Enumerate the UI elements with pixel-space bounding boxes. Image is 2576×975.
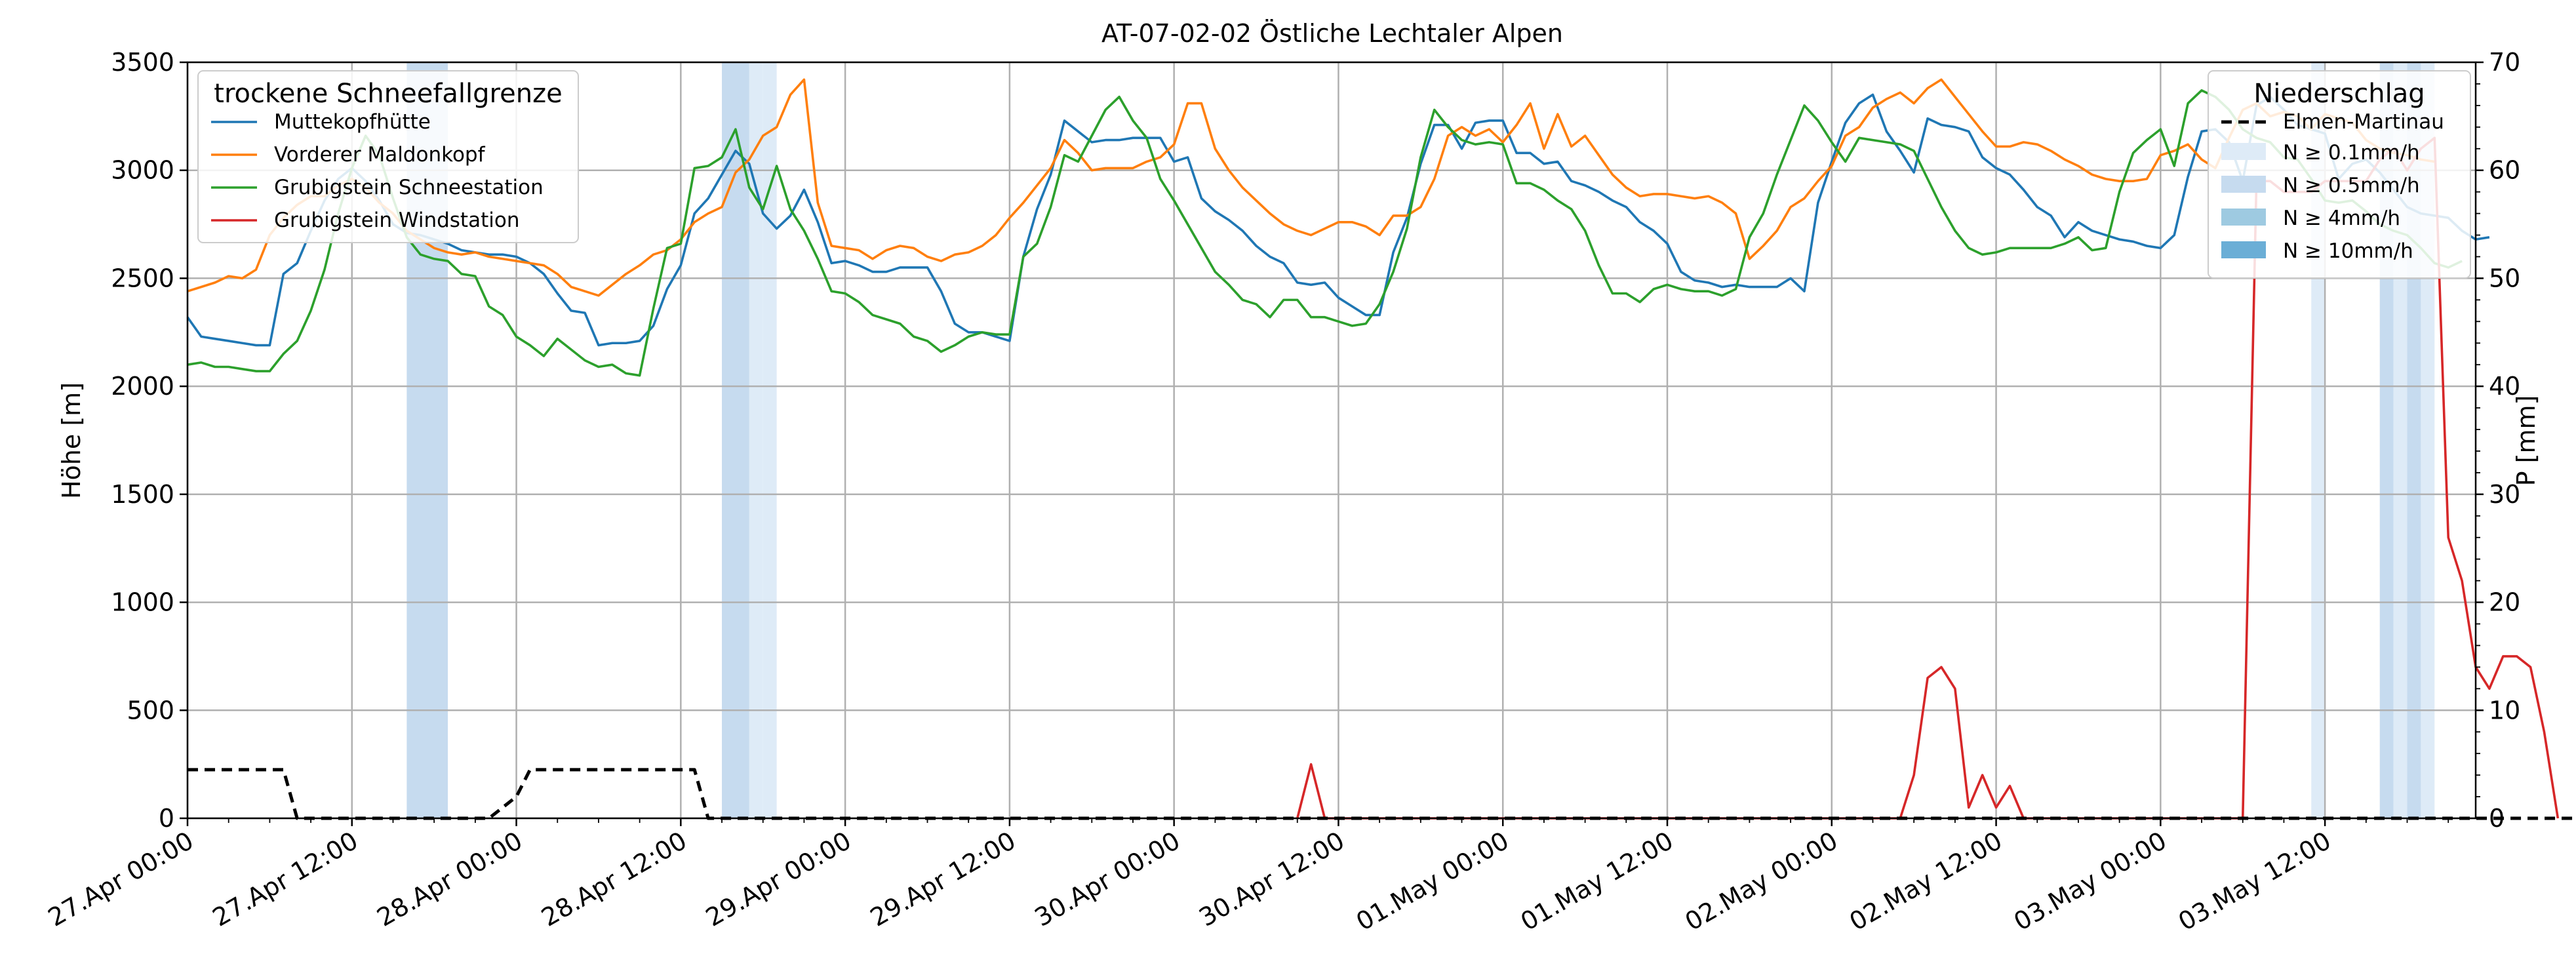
legend-swatch bbox=[2221, 241, 2266, 258]
y2-tick-label: 10 bbox=[2489, 696, 2520, 725]
y-tick-label: 1000 bbox=[111, 588, 174, 617]
y2-tick-label: 20 bbox=[2489, 588, 2520, 617]
y2-axis-label: P [mm] bbox=[2512, 395, 2541, 487]
y2-tick-label: 0 bbox=[2489, 804, 2505, 833]
legend-swatch bbox=[2221, 143, 2266, 160]
precip-band bbox=[763, 62, 777, 818]
legend-box bbox=[197, 70, 579, 243]
legend-box bbox=[2208, 70, 2471, 279]
legend-item-label: N ≥ 0.5mm/h bbox=[2283, 174, 2420, 197]
legend-swatch bbox=[2221, 209, 2266, 226]
legend-item-label: Grubigstein Windstation bbox=[274, 209, 519, 232]
legend-item-label: N ≥ 0.1mm/h bbox=[2283, 141, 2420, 165]
y-axis-label: Höhe [m] bbox=[57, 382, 86, 499]
legend-item-label: Vorderer Maldonkopf bbox=[274, 143, 486, 167]
legend-item-label: Grubigstein Schneestation bbox=[274, 176, 544, 199]
y-tick-label: 3000 bbox=[111, 156, 174, 185]
chart-title: AT-07-02-02 Östliche Lechtaler Alpen bbox=[1101, 19, 1563, 48]
y2-tick-label: 50 bbox=[2489, 264, 2520, 292]
precip-band bbox=[722, 62, 749, 818]
plot-frame bbox=[186, 61, 2477, 820]
legend-title: trockene Schneefallgrenze bbox=[214, 79, 562, 109]
legend-item-label: Elmen-Martinau bbox=[2283, 110, 2444, 134]
legend-item-label: Muttekopfhütte bbox=[274, 110, 431, 134]
y2-tick-label: 40 bbox=[2489, 372, 2520, 401]
y-tick-label: 1500 bbox=[111, 480, 174, 509]
precip-band bbox=[749, 62, 763, 818]
y2-tick-label: 70 bbox=[2489, 48, 2520, 77]
y-tick-label: 0 bbox=[159, 804, 174, 833]
series-line-muttekopfh-tte bbox=[186, 93, 2490, 347]
y-tick-label: 3500 bbox=[111, 48, 174, 77]
y-tick-label: 500 bbox=[127, 696, 174, 725]
series-line-grubigstein-schneestation bbox=[187, 89, 2463, 377]
y2-tick-label: 60 bbox=[2489, 156, 2520, 185]
series-line-vorderer-maldonkopf bbox=[187, 78, 2435, 297]
legend-item-label: N ≥ 10mm/h bbox=[2283, 239, 2413, 263]
legend-title: Niederschlag bbox=[2253, 79, 2425, 109]
y-tick-label: 2000 bbox=[111, 372, 174, 401]
legend-swatch bbox=[2221, 176, 2266, 193]
y-tick-label: 2500 bbox=[111, 264, 174, 292]
legend-item-label: N ≥ 4mm/h bbox=[2283, 207, 2400, 230]
y2-tick-label: 30 bbox=[2489, 480, 2520, 509]
